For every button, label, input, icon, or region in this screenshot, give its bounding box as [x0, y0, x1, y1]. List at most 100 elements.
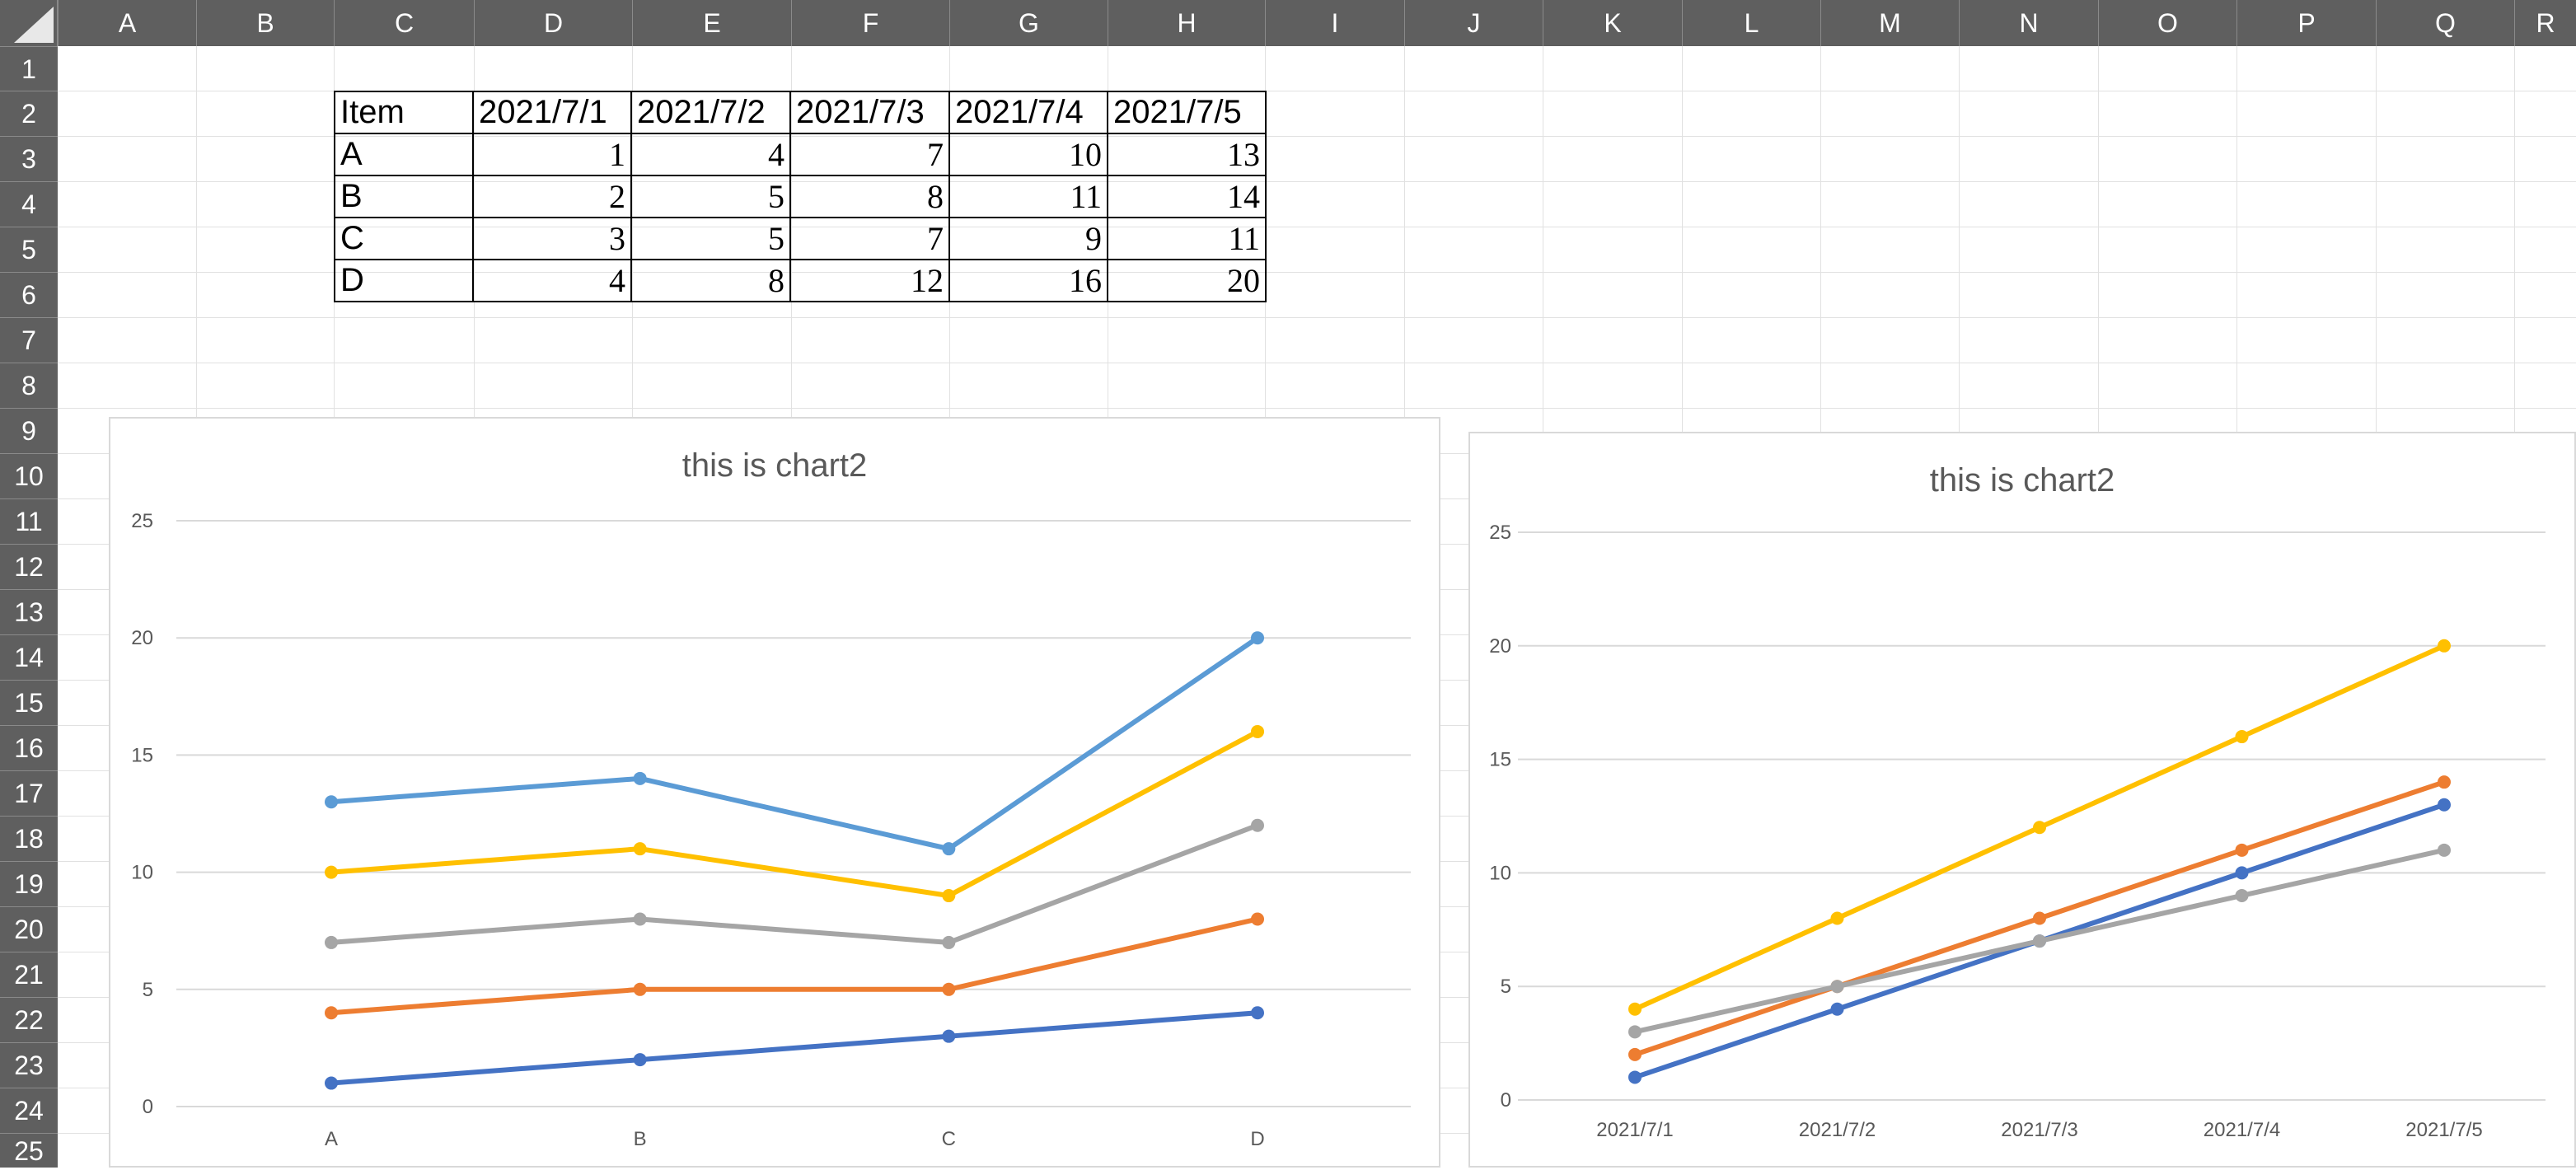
column-header-r[interactable]: R	[2514, 0, 2576, 46]
grid-row-line	[58, 408, 2576, 409]
column-header-i[interactable]: I	[1265, 0, 1404, 46]
table-header-cell[interactable]: 2021/7/4	[948, 91, 1108, 134]
row-header-25[interactable]: 25	[0, 1133, 58, 1168]
column-header-p[interactable]: P	[2236, 0, 2376, 46]
data-point	[633, 1053, 647, 1067]
column-header-c[interactable]: C	[334, 0, 474, 46]
line-chart-by-item[interactable]: this is chart2 0 5 10 15 20 25 A B C D	[109, 417, 1440, 1168]
table-header-cell[interactable]: 2021/7/1	[472, 91, 632, 134]
data-point	[942, 1029, 956, 1043]
table-value-cell[interactable]: 13	[1107, 133, 1267, 176]
data-point	[1628, 1047, 1642, 1061]
row-header-22[interactable]: 22	[0, 997, 58, 1042]
column-header-d[interactable]: D	[474, 0, 632, 46]
row-header-14[interactable]: 14	[0, 634, 58, 680]
table-value-cell[interactable]: 8	[630, 259, 791, 302]
row-header-7[interactable]: 7	[0, 317, 58, 363]
table-header-cell[interactable]: 2021/7/2	[630, 91, 791, 134]
table-value-cell[interactable]: 3	[472, 217, 632, 260]
row-header-16[interactable]: 16	[0, 725, 58, 770]
row-header-19[interactable]: 19	[0, 861, 58, 906]
data-point	[1251, 631, 1264, 645]
row-header-12[interactable]: 12	[0, 544, 58, 589]
data-point	[2033, 934, 2046, 948]
row-header-9[interactable]: 9	[0, 408, 58, 453]
row-header-18[interactable]: 18	[0, 816, 58, 861]
row-header-11[interactable]: 11	[0, 498, 58, 544]
table-value-cell[interactable]: 11	[948, 175, 1108, 218]
column-header-g[interactable]: G	[949, 0, 1108, 46]
column-header-q[interactable]: Q	[2376, 0, 2514, 46]
row-header-20[interactable]: 20	[0, 906, 58, 952]
row-header-2[interactable]: 2	[0, 91, 58, 136]
table-value-cell[interactable]: 10	[948, 133, 1108, 176]
column-header-m[interactable]: M	[1820, 0, 1959, 46]
table-value-cell[interactable]: 12	[789, 259, 950, 302]
grid-row-line	[58, 272, 2576, 273]
table-value-cell[interactable]: 11	[1107, 217, 1267, 260]
row-header-10[interactable]: 10	[0, 453, 58, 498]
row-header-13[interactable]: 13	[0, 589, 58, 634]
column-header-e[interactable]: E	[632, 0, 791, 46]
row-header-4[interactable]: 4	[0, 181, 58, 227]
data-point	[942, 842, 956, 856]
row-header-23[interactable]: 23	[0, 1042, 58, 1088]
table-value-cell[interactable]: 1	[472, 133, 632, 176]
table-header-cell[interactable]: Item	[334, 91, 474, 134]
data-table: Item 2021/7/1 2021/7/2 2021/7/3 2021/7/4…	[334, 91, 1267, 302]
row-header-15[interactable]: 15	[0, 680, 58, 725]
column-header-f[interactable]: F	[791, 0, 949, 46]
select-all-button[interactable]	[0, 0, 58, 46]
column-header-l[interactable]: L	[1682, 0, 1820, 46]
table-value-cell[interactable]: 8	[789, 175, 950, 218]
data-point	[1251, 912, 1264, 926]
table-value-cell[interactable]: 4	[472, 259, 632, 302]
table-value-cell[interactable]: 7	[789, 217, 950, 260]
table-header-cell[interactable]: 2021/7/5	[1107, 91, 1267, 134]
table-header-cell[interactable]: 2021/7/3	[789, 91, 950, 134]
y-tick-label: 25	[131, 510, 153, 532]
x-tick-label: 2021/7/3	[2001, 1119, 2077, 1141]
table-value-cell[interactable]: 7	[789, 133, 950, 176]
table-item-cell[interactable]: A	[334, 133, 474, 176]
row-header-3[interactable]: 3	[0, 136, 58, 181]
line-chart-by-date[interactable]: this is chart2 0 5 10 15 20 25 2021/7/1 2021/7/2…	[1468, 432, 2576, 1168]
row-header-17[interactable]: 17	[0, 770, 58, 816]
row-header-8[interactable]: 8	[0, 363, 58, 408]
x-tick-label: D	[1250, 1128, 1264, 1150]
data-point	[2438, 775, 2451, 789]
grid-row-line	[58, 181, 2576, 182]
column-header-j[interactable]: J	[1404, 0, 1543, 46]
chart-canvas: this is chart2 0 5 10 15 20 25 A B C D	[131, 447, 1411, 1150]
table-value-cell[interactable]: 5	[630, 217, 791, 260]
table-value-cell[interactable]: 9	[948, 217, 1108, 260]
column-header-b[interactable]: B	[196, 0, 334, 46]
x-tick-label: 2021/7/4	[2204, 1119, 2280, 1141]
table-value-cell[interactable]: 20	[1107, 259, 1267, 302]
data-point	[633, 771, 647, 785]
column-header-k[interactable]: K	[1543, 0, 1682, 46]
table-value-cell[interactable]: 14	[1107, 175, 1267, 218]
table-value-cell[interactable]: 16	[948, 259, 1108, 302]
row-header-5[interactable]: 5	[0, 227, 58, 272]
table-value-cell[interactable]: 2	[472, 175, 632, 218]
table-item-cell[interactable]: C	[334, 217, 474, 260]
column-header-n[interactable]: N	[1959, 0, 2098, 46]
table-value-cell[interactable]: 4	[630, 133, 791, 176]
column-header-a[interactable]: A	[58, 0, 196, 46]
grid-row-line	[58, 136, 2576, 137]
column-header-h[interactable]: H	[1108, 0, 1265, 46]
data-point	[1628, 1025, 1642, 1039]
table-item-cell[interactable]: D	[334, 259, 474, 302]
table-item-cell[interactable]: B	[334, 175, 474, 218]
data-point	[325, 935, 338, 949]
row-header-6[interactable]: 6	[0, 272, 58, 317]
table-value-cell[interactable]: 5	[630, 175, 791, 218]
row-header-21[interactable]: 21	[0, 952, 58, 997]
row-header-1[interactable]: 1	[0, 46, 58, 91]
row-header-24[interactable]: 24	[0, 1088, 58, 1133]
table-header-row: Item 2021/7/1 2021/7/2 2021/7/3 2021/7/4…	[334, 91, 1267, 134]
table-row: D 4 8 12 16 20	[334, 259, 1267, 302]
column-header-o[interactable]: O	[2098, 0, 2236, 46]
chart-title: this is chart2	[682, 447, 868, 484]
